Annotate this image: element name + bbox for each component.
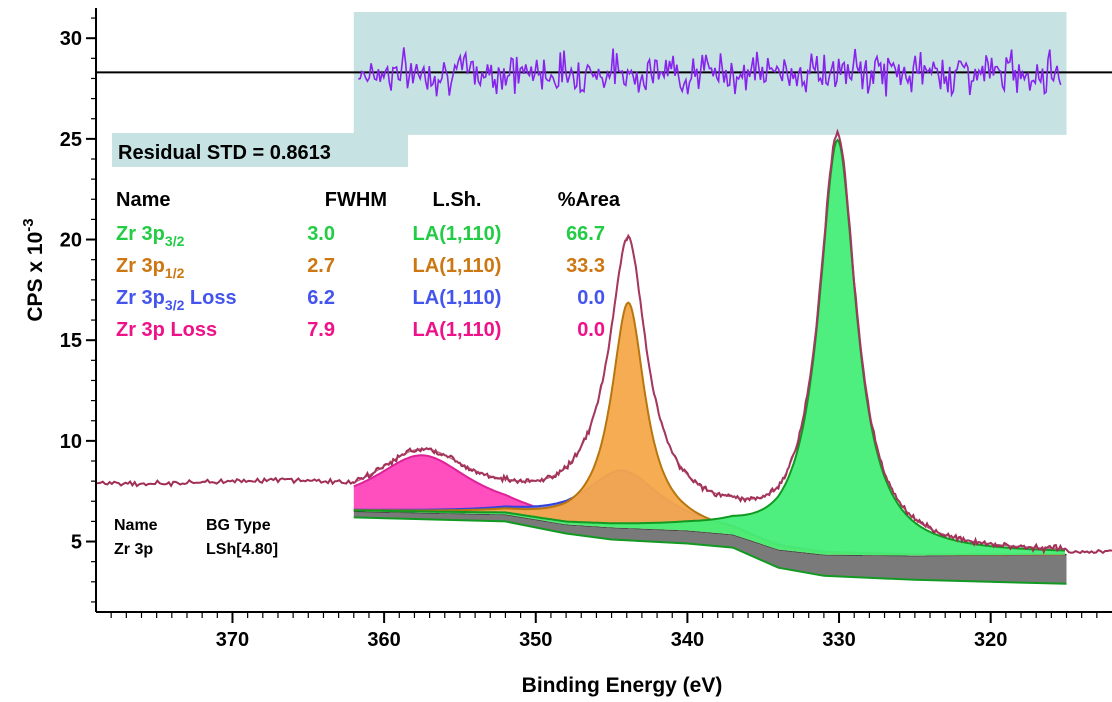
y-tick-label-15: 15 [60,330,82,352]
residual-std-box [112,133,408,167]
legend-fwhm-3: 7.9 [307,319,335,341]
residual-std-label: Residual STD = 0.8613 [118,142,331,164]
y-axis-title: CPS x 10-3 [20,218,47,321]
legend-name-base: Zr 3p [116,287,165,309]
background-band [353,511,1067,584]
y-tick-label-10: 10 [60,431,82,453]
component-legend: Name FWHM L.Sh. %Area Zr 3p3/2 3.0 LA(1,11… [116,189,621,341]
x-axis-title: Binding Energy (eV) [522,674,723,697]
legend-lsh-1: LA(1,110) [413,255,502,277]
legend-name-subscript: 3/2 [165,297,185,313]
legend-header-lsh: L.Sh. [433,189,482,211]
legend-lsh-3: LA(1,110) [413,319,502,341]
x-tick-label-320: 320 [974,629,1007,651]
legend-header-fwhm: FWHM [325,189,387,211]
legend-lsh-0: LA(1,110) [413,223,502,245]
axes-layer: 5 10 15 20 25 30 370 360 350 340 330 320 [60,8,1112,651]
bg-type: LSh[4.80] [206,541,278,558]
legend-name-subscript: 1/2 [165,265,185,281]
x-tick-label-350: 350 [519,629,552,651]
legend-name-2: Zr 3p3/2 Loss [116,287,237,313]
bg-header-type: BG Type [206,517,271,534]
legend-area-0: 66.7 [566,223,605,245]
legend-fwhm-2: 6.2 [307,287,335,309]
legend-area-3: 0.0 [577,319,605,341]
envelope-curve [353,132,1066,550]
bg-name: Zr 3p [114,541,153,558]
legend-name-base: Zr 3p [116,255,165,277]
legend-name-subscript: 3/2 [165,233,185,249]
x-tick-label-360: 360 [367,629,400,651]
peaks-layer [353,138,1065,556]
y-tick-label-25: 25 [60,129,82,151]
legend-area-1: 33.3 [566,255,605,277]
y-tick-label-20: 20 [60,230,82,252]
legend-name-0: Zr 3p3/2 [116,223,185,249]
legend-fwhm-1: 2.7 [307,255,335,277]
peak-fill-0 [353,455,1065,556]
legend-lsh-2: LA(1,110) [413,287,502,309]
legend-name-3: Zr 3p Loss [116,319,217,341]
legend-area-2: 0.0 [577,287,605,309]
y-tick-label-5: 5 [71,532,82,554]
x-tick-label-330: 330 [822,629,855,651]
y-axis-title-exponent: -3 [20,218,37,231]
legend-name-base: Zr 3p Loss [116,319,217,341]
legend-name-1: Zr 3p1/2 [116,255,185,281]
background-legend: Name BG Type Zr 3p LSh[4.80] [114,517,278,558]
background-lower-line [353,516,1067,585]
bg-header-name: Name [114,517,158,534]
peak-line-3 [353,138,1065,552]
y-tick-label-30: 30 [60,28,82,50]
legend-header-name: Name [116,189,170,211]
residual-panel [96,12,1112,135]
legend-fwhm-0: 3.0 [307,223,335,245]
y-axis-title-text: CPS x 10 [24,232,47,322]
legend-header-area: %Area [558,189,621,211]
residual-box [353,12,1067,135]
x-tick-label-370: 370 [216,629,249,651]
legend-name-suffix: Loss [184,287,236,309]
x-tick-label-340: 340 [671,629,704,651]
legend-name-base: Zr 3p [116,223,165,245]
residual-curve [358,47,1062,98]
curves-layer [95,128,1112,555]
